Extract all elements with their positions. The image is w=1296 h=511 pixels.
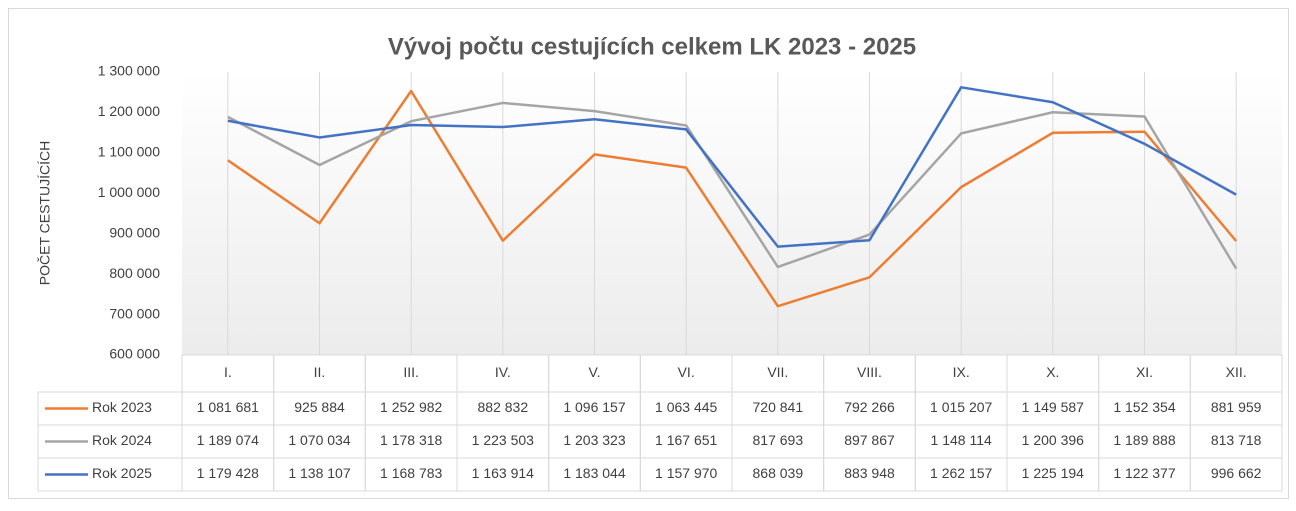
table-value: 883 948 <box>844 465 895 481</box>
table-value: 1 163 914 <box>472 465 534 481</box>
table-value: 1 167 651 <box>655 432 717 448</box>
table-value: 897 867 <box>844 432 895 448</box>
y-tick-label: 600 000 <box>109 346 160 362</box>
y-tick-label: 1 100 000 <box>98 144 160 160</box>
table-value: 1 223 503 <box>472 432 534 448</box>
series-line <box>227 89 1238 308</box>
x-tick-label: II. <box>314 364 326 380</box>
table-value: 1 262 157 <box>930 465 992 481</box>
table-value: 1 200 396 <box>1022 432 1084 448</box>
table-value: 792 266 <box>844 399 895 415</box>
table-value: 996 662 <box>1211 465 1262 481</box>
table-value: 1 157 970 <box>655 465 717 481</box>
x-tick-label: XII. <box>1226 364 1247 380</box>
table-value: 1 149 587 <box>1022 399 1084 415</box>
table-value: 813 718 <box>1211 432 1262 448</box>
table-value: 882 832 <box>478 399 529 415</box>
table-value: 1 070 034 <box>288 432 350 448</box>
table-value: 1 063 445 <box>655 399 717 415</box>
table-value: 1 178 318 <box>380 432 442 448</box>
table-value: 1 179 428 <box>197 465 259 481</box>
table-value: 1 168 783 <box>380 465 442 481</box>
y-axis-label: POČET CESTUJÍCÍCH <box>37 141 53 285</box>
x-tick-label: IV. <box>495 364 511 380</box>
x-tick-label: X. <box>1046 364 1059 380</box>
y-tick-label: 1 300 000 <box>98 63 160 79</box>
table-value: 881 959 <box>1211 399 1262 415</box>
table-value: 720 841 <box>753 399 804 415</box>
x-tick-label: VII. <box>767 364 788 380</box>
table-value: 1 138 107 <box>288 465 350 481</box>
table-value: 1 189 074 <box>197 432 259 448</box>
x-tick-label: I. <box>224 364 232 380</box>
table-value: 1 122 377 <box>1113 465 1175 481</box>
table-value: 817 693 <box>753 432 804 448</box>
table-value: 1 148 114 <box>931 432 992 448</box>
y-tick-label: 1 200 000 <box>98 103 160 119</box>
table-value: 1 225 194 <box>1022 465 1084 481</box>
table-value: 1 189 888 <box>1113 432 1175 448</box>
table-value: 868 039 <box>753 465 804 481</box>
plot-area <box>182 72 1282 355</box>
table-value: 1 252 982 <box>380 399 442 415</box>
legend-label: Rok 2023 <box>92 399 152 415</box>
table-value: 1 096 157 <box>563 399 625 415</box>
y-tick-label: 1 000 000 <box>98 184 160 200</box>
table-value: 1 081 681 <box>197 399 259 415</box>
x-tick-label: V. <box>589 364 601 380</box>
series-line <box>227 86 1237 248</box>
y-tick-label: 900 000 <box>109 224 160 240</box>
y-tick-label: 800 000 <box>109 265 160 281</box>
x-tick-label: VI. <box>678 364 695 380</box>
table-value: 925 884 <box>294 399 345 415</box>
table-value: 1 183 044 <box>563 465 625 481</box>
legend-label: Rok 2024 <box>92 432 152 448</box>
x-tick-label: VIII. <box>857 364 882 380</box>
y-tick-label: 700 000 <box>109 305 160 321</box>
x-tick-label: XI. <box>1136 364 1153 380</box>
chart-title: Vývoj počtu cestujících celkem LK 2023 -… <box>388 33 916 60</box>
table-value: 1 203 323 <box>563 432 625 448</box>
x-tick-label: IX. <box>953 364 970 380</box>
table-cell <box>1189 457 1283 492</box>
table-value: 1 015 207 <box>930 399 992 415</box>
x-tick-label: III. <box>403 364 419 380</box>
table-value: 1 152 354 <box>1113 399 1175 415</box>
series-line <box>227 101 1238 270</box>
legend-label: Rok 2025 <box>92 465 152 481</box>
